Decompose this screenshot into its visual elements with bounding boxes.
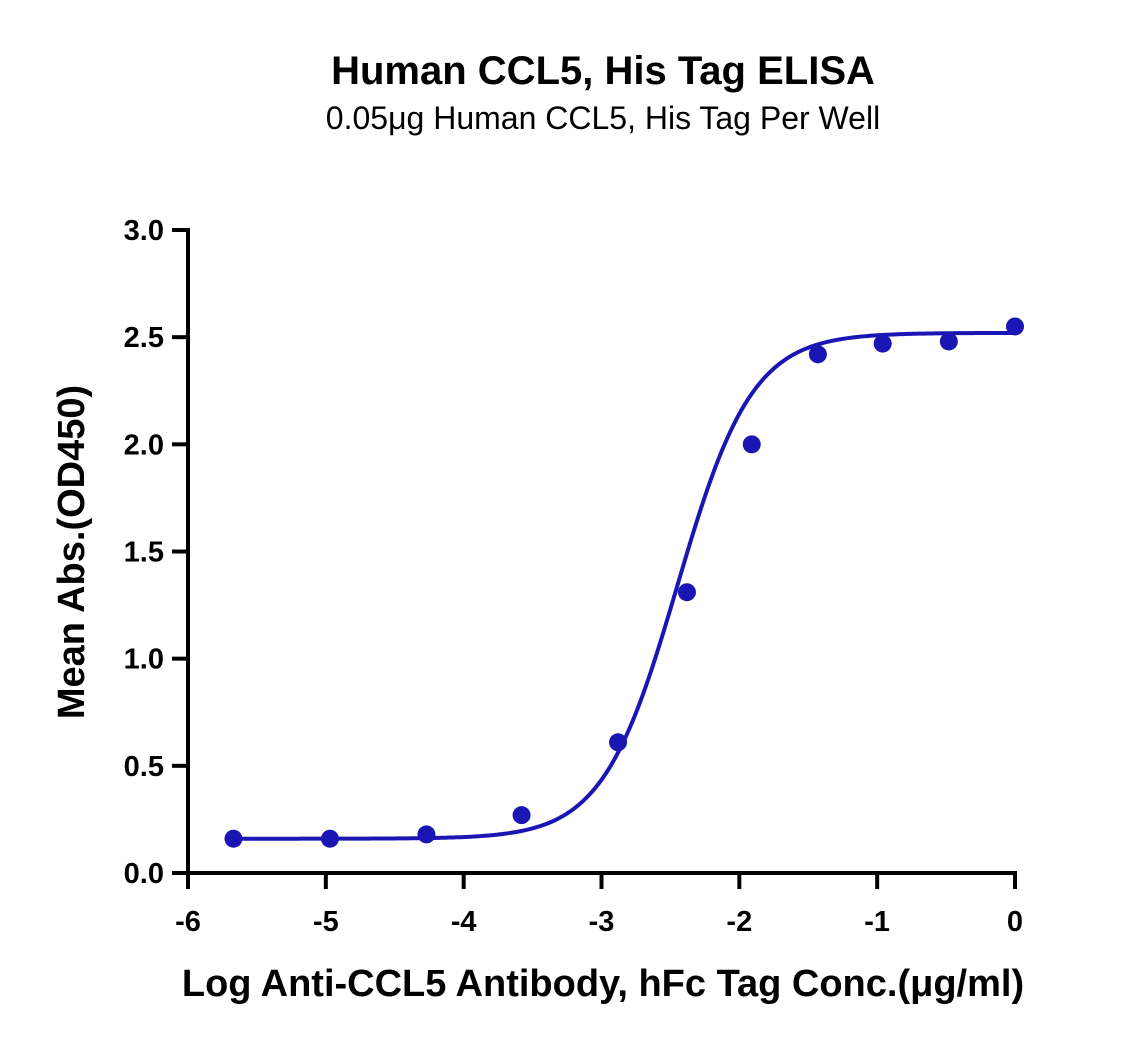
x-tick-label: -3	[589, 906, 615, 938]
data-point	[808, 345, 827, 364]
fit-curve-line	[233, 330, 1016, 841]
data-point	[677, 583, 696, 602]
x-tick-label: -1	[864, 906, 890, 938]
tick-labels: 0.0 0.5 1.0 1.5 2.0 2.5 3.0 -6 -5 -4 -3 -2 -1 0	[124, 215, 1023, 938]
data-point	[742, 435, 761, 454]
data-point	[873, 334, 892, 353]
data-point	[1006, 317, 1024, 336]
y-tick-label: 1.0	[124, 644, 164, 676]
data-point	[609, 733, 628, 752]
y-tick-label: 0.0	[124, 858, 164, 890]
x-tick-label: 0	[1007, 906, 1023, 938]
y-axis-label: Mean Abs.(OD450)	[51, 385, 93, 719]
chart-title: Human CCL5, His Tag ELISA	[331, 49, 875, 93]
x-tick-label: -5	[313, 906, 339, 938]
y-tick-label: 1.5	[124, 537, 164, 569]
data-point	[224, 829, 243, 848]
x-tick-label: -4	[451, 906, 477, 938]
y-tick-label: 2.0	[124, 429, 164, 461]
data-point	[417, 825, 436, 844]
data-points	[224, 317, 1024, 848]
x-axis-label: Log Anti-CCL5 Antibody, hFc Tag Conc.(μg…	[182, 963, 1024, 1005]
y-tick-label: 0.5	[124, 751, 164, 783]
tick-marks	[172, 228, 1017, 889]
data-point	[512, 806, 531, 825]
chart-subtitle: 0.05μg Human CCL5, His Tag Per Well	[326, 100, 880, 136]
data-point	[939, 332, 958, 351]
data-point	[320, 829, 339, 848]
y-tick-label: 3.0	[124, 215, 164, 247]
x-tick-label: -6	[175, 906, 201, 938]
x-tick-label: -2	[726, 906, 752, 938]
y-tick-label: 2.5	[124, 322, 164, 354]
fit-curve-group	[233, 330, 1016, 841]
